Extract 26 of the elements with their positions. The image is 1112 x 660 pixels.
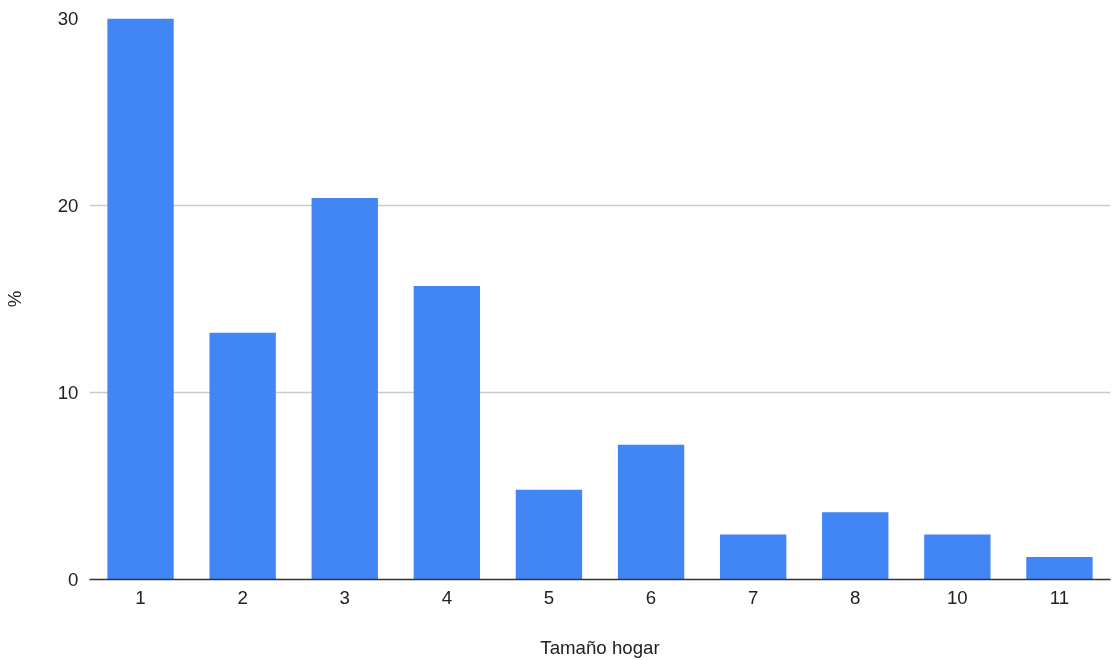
x-tick-label: 6	[645, 586, 657, 608]
bar	[719, 534, 787, 580]
y-axis-title: %	[3, 290, 25, 308]
bar	[515, 489, 583, 580]
x-tick-label: 1	[135, 586, 146, 608]
bar	[1026, 557, 1093, 580]
bar	[413, 285, 481, 580]
bar	[209, 332, 276, 580]
x-axis-title: Tamaño hogar	[540, 636, 660, 658]
bar	[822, 512, 889, 580]
x-tick-label: 10	[946, 586, 968, 608]
bar	[311, 198, 378, 580]
x-tick-label: 8	[850, 586, 861, 608]
x-tick-label: 2	[237, 586, 248, 608]
y-tick-label: 20	[57, 195, 79, 216]
x-tick-label: 11	[1049, 586, 1070, 608]
x-tick-label: 4	[441, 586, 453, 608]
bar	[924, 534, 991, 580]
y-tick-label: 10	[57, 382, 79, 403]
x-tick-label: 5	[543, 586, 555, 608]
x-tick-label: 3	[339, 586, 350, 608]
y-tick-label: 0	[68, 569, 79, 590]
x-tick-label: 7	[747, 586, 759, 608]
bar	[617, 444, 685, 580]
y-tick-label: 30	[57, 8, 79, 29]
bar	[107, 18, 174, 580]
